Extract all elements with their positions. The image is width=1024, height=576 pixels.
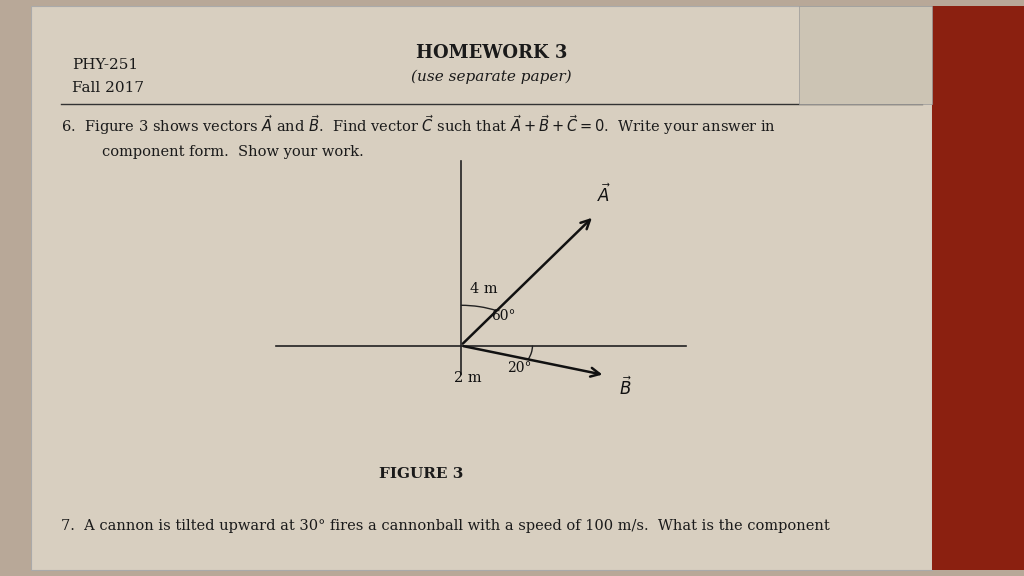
Text: 4 m: 4 m — [470, 282, 497, 296]
Text: 60°: 60° — [492, 309, 516, 323]
Text: $\vec{A}$: $\vec{A}$ — [597, 183, 611, 206]
Text: 2 m: 2 m — [454, 371, 481, 385]
Text: PHY-251: PHY-251 — [72, 58, 138, 72]
Text: $\vec{B}$: $\vec{B}$ — [618, 377, 632, 399]
Text: 20°: 20° — [507, 361, 531, 374]
Text: 6.  Figure 3 shows vectors $\vec{A}$ and $\vec{B}$.  Find vector $\vec{C}$ such : 6. Figure 3 shows vectors $\vec{A}$ and … — [61, 113, 776, 138]
Text: (use separate paper): (use separate paper) — [412, 69, 571, 84]
Text: HOMEWORK 3: HOMEWORK 3 — [416, 44, 567, 62]
Text: 7.  A cannon is tilted upward at 30° fires a cannonball with a speed of 100 m/s.: 7. A cannon is tilted upward at 30° fire… — [61, 519, 830, 533]
Text: Fall 2017: Fall 2017 — [72, 81, 143, 95]
Text: component form.  Show your work.: component form. Show your work. — [102, 145, 365, 158]
Text: FIGURE 3: FIGURE 3 — [379, 467, 463, 481]
